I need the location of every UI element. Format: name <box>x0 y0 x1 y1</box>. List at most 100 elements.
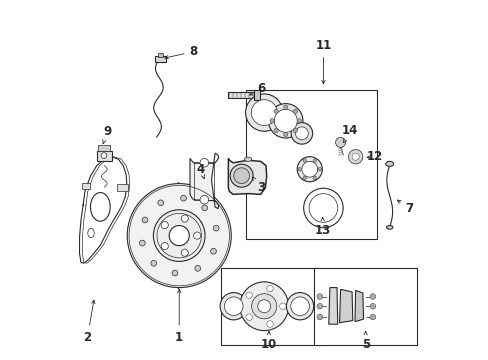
Ellipse shape <box>88 228 94 238</box>
Circle shape <box>200 158 208 167</box>
Text: 10: 10 <box>260 332 276 351</box>
Text: 1: 1 <box>175 289 183 343</box>
Ellipse shape <box>90 193 110 221</box>
Circle shape <box>283 105 287 109</box>
Circle shape <box>239 282 288 330</box>
Circle shape <box>317 167 321 171</box>
Circle shape <box>153 210 204 261</box>
Circle shape <box>193 232 201 239</box>
Bar <box>82 183 90 189</box>
Circle shape <box>257 300 270 313</box>
Text: 13: 13 <box>314 217 330 237</box>
Circle shape <box>293 109 297 113</box>
Circle shape <box>161 243 168 250</box>
Circle shape <box>273 109 278 113</box>
Circle shape <box>369 294 375 300</box>
Circle shape <box>283 132 287 136</box>
Circle shape <box>139 240 145 246</box>
Circle shape <box>213 225 219 231</box>
Circle shape <box>297 157 322 182</box>
Circle shape <box>224 297 243 316</box>
Bar <box>228 92 255 98</box>
Circle shape <box>195 266 200 271</box>
Circle shape <box>295 127 308 140</box>
Ellipse shape <box>175 183 182 288</box>
Ellipse shape <box>244 157 251 161</box>
Circle shape <box>233 168 249 184</box>
Circle shape <box>369 303 375 309</box>
Text: 3: 3 <box>252 177 265 194</box>
Polygon shape <box>339 289 352 323</box>
Circle shape <box>172 270 178 276</box>
Bar <box>314 268 416 345</box>
Circle shape <box>180 195 186 201</box>
Circle shape <box>266 321 273 327</box>
Circle shape <box>316 314 322 320</box>
Circle shape <box>303 159 306 162</box>
Circle shape <box>169 226 189 246</box>
Circle shape <box>312 176 316 180</box>
Ellipse shape <box>386 226 392 229</box>
Circle shape <box>245 292 252 298</box>
Polygon shape <box>228 158 266 194</box>
Circle shape <box>290 297 309 316</box>
Text: 4: 4 <box>196 163 204 179</box>
Circle shape <box>158 200 163 206</box>
Circle shape <box>101 153 106 158</box>
Circle shape <box>312 159 316 162</box>
Circle shape <box>308 194 337 222</box>
Bar <box>97 150 112 161</box>
Circle shape <box>293 128 297 132</box>
Text: 7: 7 <box>397 200 413 215</box>
Circle shape <box>127 184 231 288</box>
Circle shape <box>200 195 208 204</box>
Text: 8: 8 <box>164 45 197 59</box>
Circle shape <box>316 303 322 309</box>
Text: 11: 11 <box>315 39 331 84</box>
Circle shape <box>303 176 306 180</box>
Circle shape <box>268 104 303 138</box>
Circle shape <box>369 314 375 320</box>
Circle shape <box>279 303 285 310</box>
Circle shape <box>297 119 301 123</box>
Bar <box>98 145 110 151</box>
Circle shape <box>142 217 147 223</box>
Bar <box>221 268 319 345</box>
Circle shape <box>202 205 207 211</box>
Circle shape <box>251 100 277 126</box>
Circle shape <box>269 119 274 123</box>
Bar <box>155 56 165 62</box>
Circle shape <box>335 137 345 147</box>
Text: 2: 2 <box>83 300 95 343</box>
Text: 12: 12 <box>366 150 382 163</box>
Text: 14: 14 <box>342 124 358 143</box>
Circle shape <box>351 153 359 160</box>
Circle shape <box>181 249 188 256</box>
Circle shape <box>348 149 362 164</box>
Circle shape <box>161 221 168 229</box>
Circle shape <box>151 260 156 266</box>
Circle shape <box>297 167 301 171</box>
Ellipse shape <box>385 161 393 166</box>
Polygon shape <box>190 153 218 209</box>
Circle shape <box>316 294 322 300</box>
Circle shape <box>301 161 317 177</box>
Circle shape <box>274 109 297 132</box>
Bar <box>158 53 163 57</box>
Circle shape <box>230 164 253 187</box>
Circle shape <box>220 293 247 320</box>
Bar <box>117 184 128 192</box>
Polygon shape <box>354 291 363 321</box>
Circle shape <box>210 248 216 254</box>
Circle shape <box>286 293 313 320</box>
Text: 5: 5 <box>361 332 369 351</box>
Polygon shape <box>328 288 337 324</box>
Circle shape <box>251 294 276 319</box>
Bar <box>246 90 376 239</box>
Circle shape <box>290 123 312 144</box>
Circle shape <box>181 215 188 222</box>
Bar <box>254 90 259 100</box>
Circle shape <box>245 94 282 131</box>
Text: 6: 6 <box>249 82 265 95</box>
Text: 9: 9 <box>102 125 111 144</box>
